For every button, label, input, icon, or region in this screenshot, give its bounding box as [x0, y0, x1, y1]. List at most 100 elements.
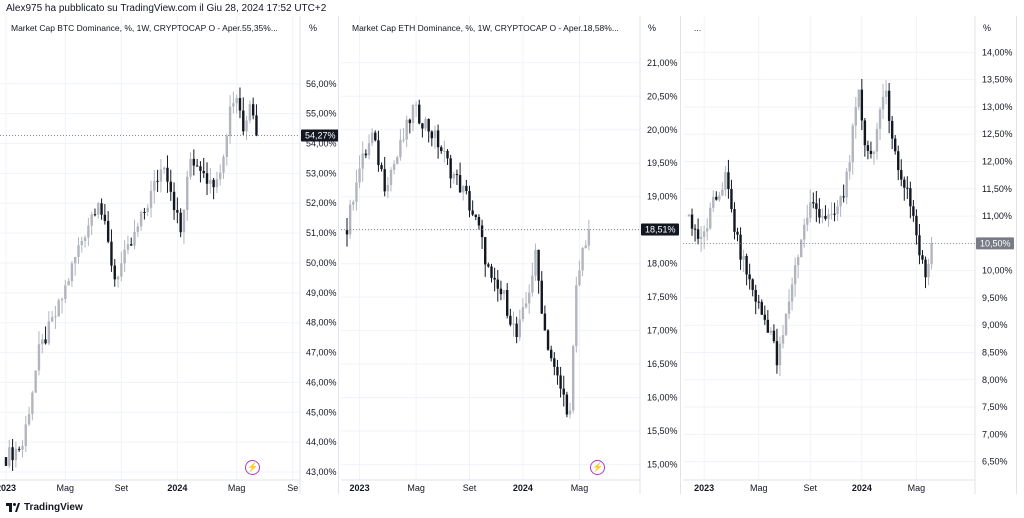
candle-body: [709, 207, 712, 229]
publisher-header: Alex975 ha pubblicato su TradingView.com…: [6, 3, 327, 14]
btc-dominance-chart[interactable]: 56,00% 55,00% 54,00% 53,00% 52,00% 51,00% 50,0…: [0, 16, 338, 494]
price-tick-label: 17,00%: [647, 326, 678, 336]
lightning-icon[interactable]: ⚡: [590, 460, 606, 475]
price-tick-label: 6,50%: [982, 457, 1008, 467]
candle-body: [192, 158, 196, 166]
candle-body: [123, 249, 126, 264]
candle-body: [712, 196, 715, 208]
candle-body: [222, 156, 225, 173]
tradingview-footer[interactable]: TradingView: [6, 500, 83, 514]
candles: [4, 87, 258, 471]
candle-body: [77, 245, 80, 258]
candle-body: [693, 228, 697, 230]
candle-body: [182, 209, 186, 233]
candle-body: [238, 98, 242, 111]
candle-body: [778, 343, 782, 366]
candle-body: [146, 207, 149, 213]
btc-dominance-chart-panel[interactable]: 56,00% 55,00% 54,00% 53,00% 52,00% 51,00% 50,0…: [0, 16, 339, 494]
candle-body: [37, 344, 41, 371]
candle-body: [897, 151, 900, 171]
candle-body: [386, 184, 390, 192]
time-tick-label: Set: [463, 483, 477, 493]
price-tick-label: 16,50%: [647, 359, 678, 369]
lightning-icon[interactable]: ⚡: [245, 460, 261, 475]
candle-body: [696, 229, 700, 239]
price-axis: 14,00% 13,50% 13,00% 12,50% 12,00% 11,50% 11,0…: [982, 47, 1013, 466]
candle-body: [766, 319, 770, 333]
candle-body: [57, 300, 60, 317]
candle-body: [156, 180, 159, 182]
candle-body: [255, 115, 258, 136]
candle-body: [824, 215, 827, 219]
candle-body: [348, 204, 352, 235]
candle-body: [11, 447, 14, 461]
candle-body: [345, 230, 349, 235]
candle-body: [440, 147, 443, 152]
candle-body: [418, 104, 421, 124]
candle-body: [24, 424, 27, 446]
candle-body: [521, 307, 525, 320]
candle-body: [458, 175, 462, 193]
candle-body: [60, 298, 64, 301]
candle-body: [763, 314, 767, 320]
candle-body: [556, 366, 559, 376]
candle-body: [74, 257, 77, 264]
time-tick-label: 2024: [513, 483, 533, 493]
price-tick-label: 15,50%: [647, 426, 678, 436]
candle-body: [462, 185, 465, 193]
price-tick-label: 15,00%: [647, 460, 678, 470]
candle-body: [745, 256, 748, 275]
price-tick-label: 9,00%: [982, 320, 1008, 330]
dominance-chart-3[interactable]: 14,00% 13,50% 13,00% 12,50% 12,00% 11,50% 11,0…: [683, 16, 1016, 494]
candle-body: [571, 346, 575, 411]
candle-body: [878, 109, 882, 129]
candle-body: [730, 188, 733, 210]
candle-body: [100, 203, 103, 215]
candle-body: [471, 210, 474, 215]
candle-body: [468, 190, 471, 211]
price-tick-label: 7,00%: [982, 429, 1008, 439]
candle-body: [374, 132, 377, 141]
candle-body: [380, 165, 383, 170]
price-axis-units: %: [309, 23, 318, 33]
eth-dominance-chart[interactable]: 21,00%20,50%20,00%19,50%19,00%18,50%18,0…: [341, 16, 680, 494]
time-tick-label: 2024: [852, 483, 872, 493]
time-tick-label: Mag: [228, 483, 246, 493]
price-axis: 56,00% 55,00% 54,00% 53,00% 52,00% 51,00% 50,0…: [306, 79, 337, 477]
candle-body: [866, 145, 870, 151]
third-dominance-chart-panel[interactable]: 14,00% 13,50% 13,00% 12,50% 12,00% 11,50% 11,0…: [683, 16, 1017, 494]
candle-body: [787, 301, 791, 314]
candle-body: [212, 179, 215, 188]
candles: [345, 99, 591, 419]
candle-body: [809, 202, 812, 218]
candle-body: [172, 191, 176, 211]
candle-body: [490, 266, 493, 278]
price-tick-label: 16,00%: [647, 393, 678, 403]
price-tick-label: 14,00%: [982, 47, 1013, 57]
candle-body: [235, 98, 238, 104]
eth-dominance-chart-panel[interactable]: 21,00%20,50%20,00%19,50%19,00%18,50%18,0…: [341, 16, 681, 494]
time-tick-label: Mag: [57, 483, 75, 493]
time-tick-label: 2024: [167, 483, 187, 493]
candle-body: [496, 279, 499, 289]
candle-body: [97, 203, 100, 215]
candle-body: [370, 132, 374, 144]
candle-body: [915, 215, 918, 236]
candle-body: [927, 264, 930, 278]
candle-body: [355, 182, 358, 202]
candle-body: [562, 388, 565, 395]
candle-body: [8, 447, 11, 466]
candle-body: [812, 202, 815, 204]
price-tick-label: 21,00%: [647, 58, 678, 68]
candle-body: [575, 285, 578, 347]
candle-body: [742, 256, 745, 260]
candle-body: [534, 249, 537, 276]
price-tick-label: 11,50%: [982, 184, 1012, 194]
candle-body: [446, 150, 449, 159]
candle-body: [219, 172, 222, 180]
candle-body: [900, 170, 903, 180]
candle-body: [143, 211, 146, 213]
candle-body: [17, 448, 21, 450]
candle-body: [587, 229, 591, 246]
candle-body: [546, 330, 550, 350]
